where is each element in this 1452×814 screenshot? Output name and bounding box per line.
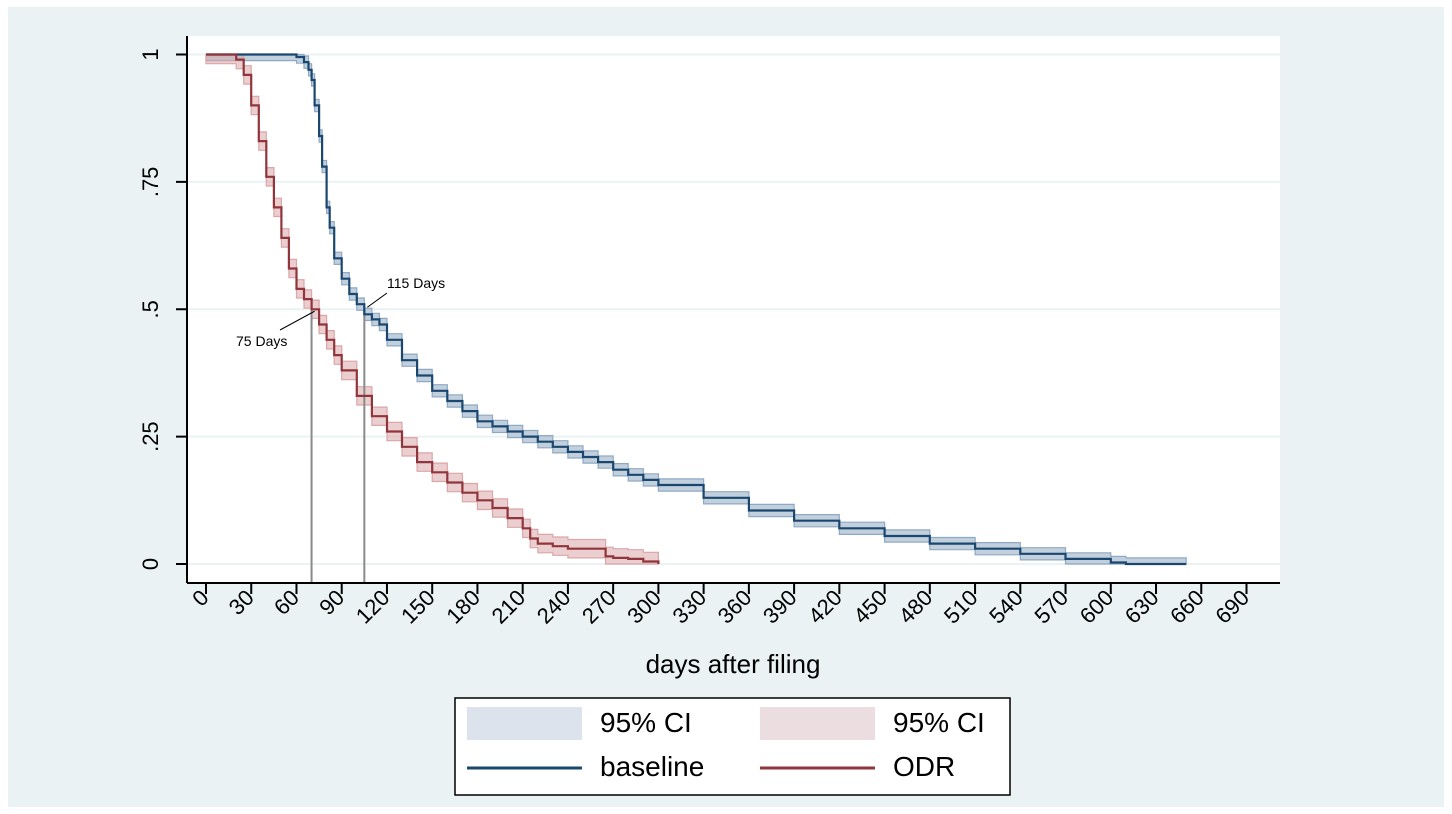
legend-label: ODR	[893, 751, 955, 782]
x-tick-label: 60	[269, 585, 304, 620]
chart-background: 75 Days 115 Days 0.25.5.75 1 0 30 60 90 120 150 1…	[8, 7, 1444, 807]
y-tick-label: 1	[138, 48, 163, 60]
legend-swatch-area	[760, 707, 875, 740]
legend: 95% CI 95% CI baseline ODR	[454, 697, 1011, 796]
annotations: 75 Days 115 Days	[236, 275, 445, 349]
legend-swatch-area	[467, 707, 582, 740]
annotation-label: 115 Days	[387, 275, 445, 291]
annotation-label: 75 Days	[236, 333, 287, 349]
series-line-baseline	[206, 53, 1187, 566]
survival-lines	[206, 53, 1187, 566]
annotation-leader	[279, 310, 315, 331]
legend-label: 95% CI	[600, 707, 692, 738]
series-line-odr	[206, 53, 660, 564]
x-tick-label: 0	[187, 585, 213, 611]
y-tick-label: 0	[138, 558, 163, 570]
y-tick-label: .75	[138, 167, 163, 198]
annotation-leader	[367, 292, 388, 308]
legend-label: baseline	[600, 751, 704, 782]
x-tick-label: 90	[314, 585, 349, 620]
x-axis-title: days after filing	[646, 649, 821, 679]
median-lines	[310, 309, 366, 583]
x-tick-label: 30	[224, 585, 259, 620]
y-tick-label: .5	[138, 300, 163, 318]
legend-label: 95% CI	[893, 707, 985, 738]
ci-band-baseline	[205, 53, 1187, 565]
y-tick-label: .25	[138, 421, 163, 452]
